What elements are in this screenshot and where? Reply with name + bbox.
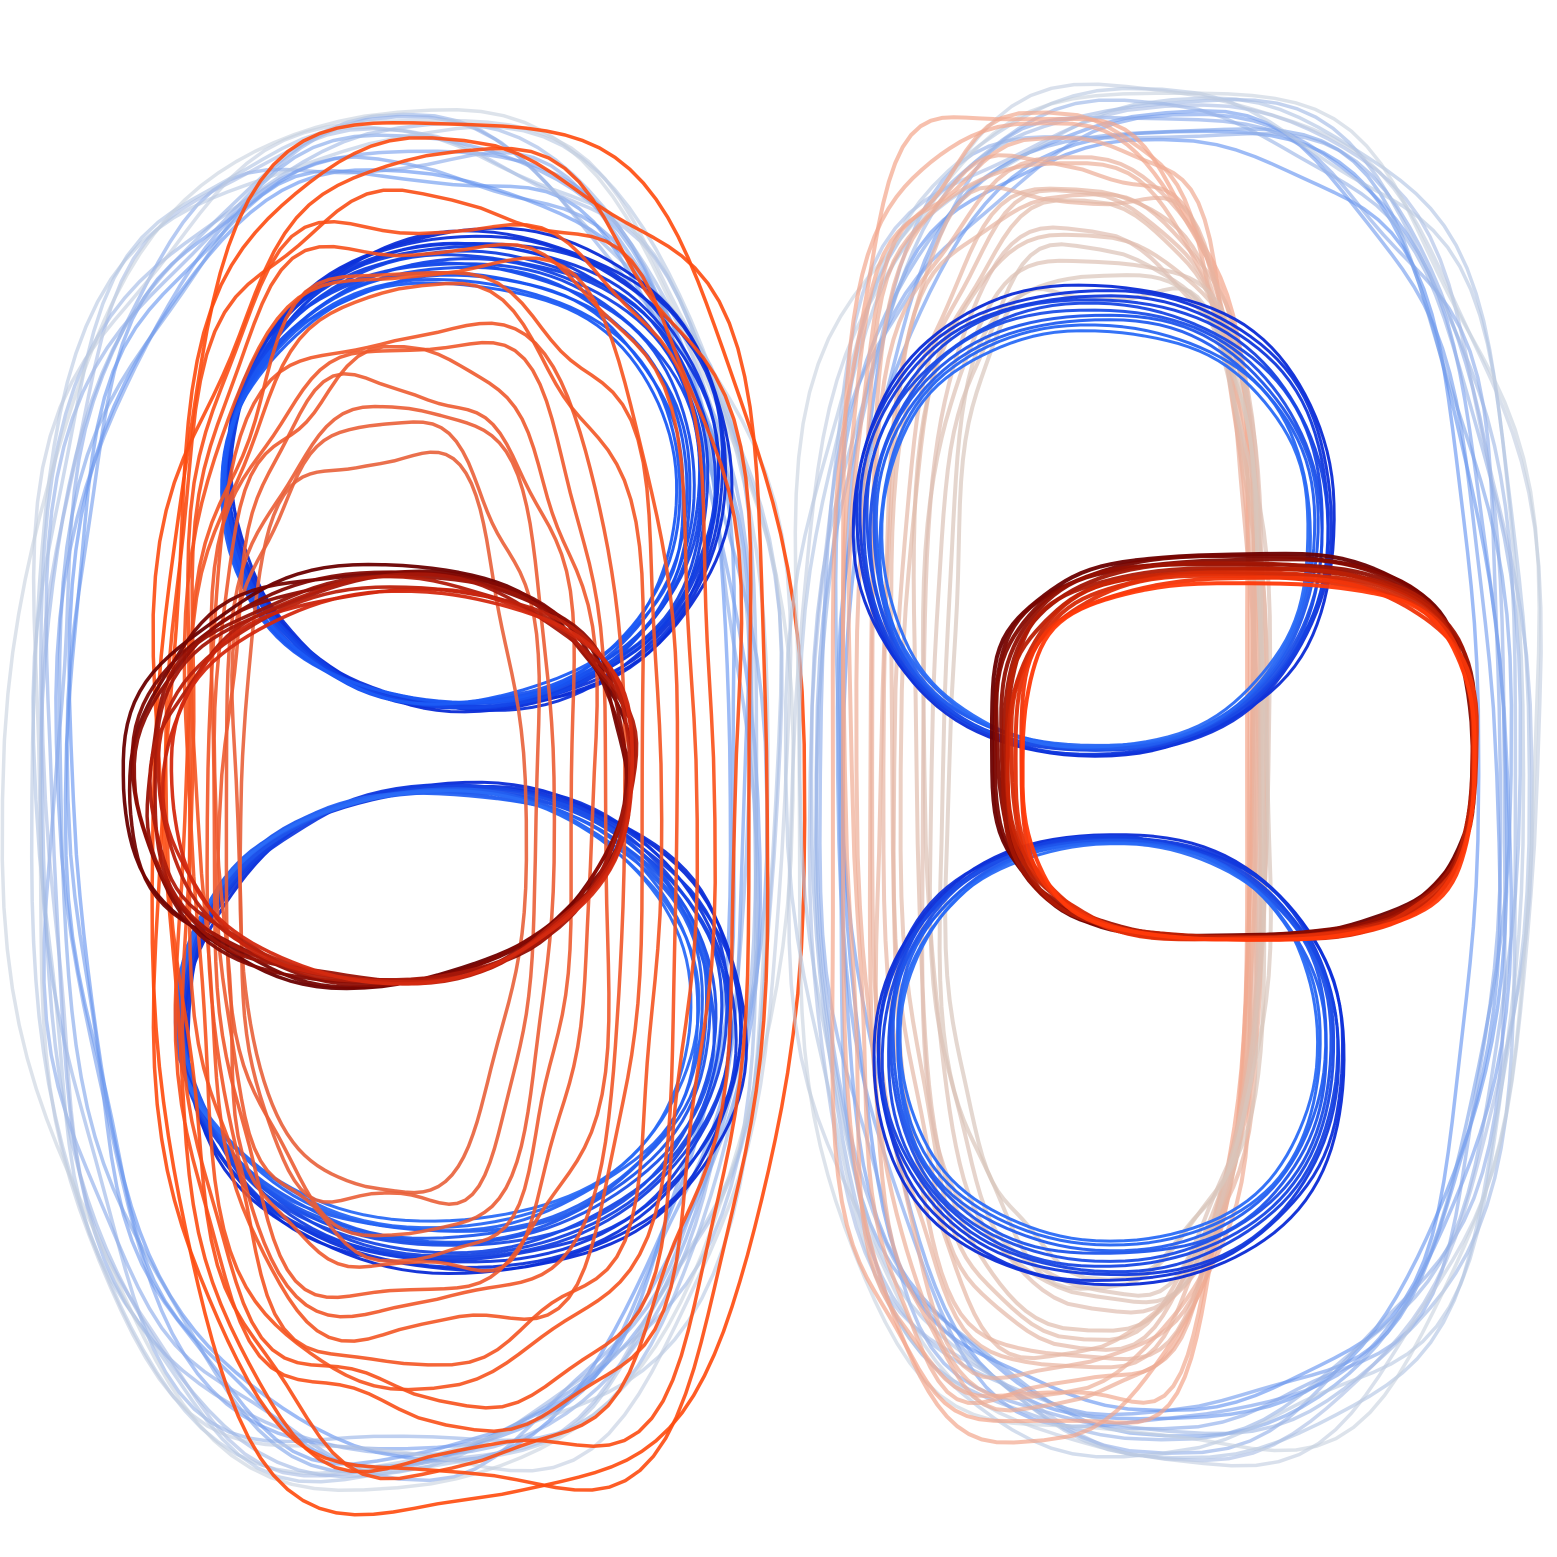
orange-contour xyxy=(205,321,627,1319)
outer-blue-contour xyxy=(818,115,1503,1431)
outer-blue-contour xyxy=(839,112,1514,1429)
orange-contour xyxy=(238,450,529,1195)
blue-figure-eight-lower xyxy=(880,834,1340,1274)
outer-blue-contour xyxy=(787,82,1543,1468)
salmon-contour xyxy=(840,110,1259,1405)
salmon-contour xyxy=(911,232,1263,1333)
salmon-contour xyxy=(846,135,1253,1405)
blue-upper-ring-contour xyxy=(220,281,679,706)
outer-blue-contour xyxy=(793,91,1541,1453)
blue-figure-eight-upper xyxy=(858,294,1330,756)
orange-contour xyxy=(173,219,717,1433)
orange-contour xyxy=(212,344,599,1273)
outer-blue-contour xyxy=(31,118,793,1473)
salmon-contour xyxy=(854,153,1258,1413)
orange-contour xyxy=(187,270,664,1367)
blue-figure-eight-lower xyxy=(898,842,1320,1243)
outer-blue-contour xyxy=(40,126,784,1478)
salmon-contour xyxy=(870,155,1264,1381)
blue-figure-eight-upper xyxy=(865,301,1324,752)
blue-figure-eight-lower xyxy=(872,833,1346,1287)
outer-blue-contour xyxy=(813,98,1523,1442)
salmon-contour xyxy=(943,286,1273,1282)
salmon-contour xyxy=(937,273,1267,1291)
orange-contour xyxy=(215,372,576,1263)
blue-figure-eight-upper xyxy=(878,323,1312,747)
blue-figure-eight-lower xyxy=(877,836,1341,1277)
outer-blue-contour xyxy=(65,155,751,1466)
dark-red-core-contour xyxy=(999,562,1477,941)
outer-blue-contour xyxy=(783,86,1526,1459)
blue-figure-eight-upper xyxy=(880,329,1310,749)
salmon-contour xyxy=(920,225,1264,1315)
orange-contour xyxy=(224,404,557,1238)
orange-contour xyxy=(230,420,541,1206)
salmon-contour xyxy=(927,242,1273,1298)
right-panel xyxy=(783,82,1543,1468)
salmon-contour xyxy=(920,258,1265,1305)
blue-figure-eight-lower xyxy=(896,841,1322,1247)
orange-contour xyxy=(189,281,646,1343)
dark-red-core-contour xyxy=(1020,581,1477,942)
dark-red-core-contour xyxy=(169,589,635,986)
left-panel xyxy=(0,107,807,1517)
salmon-contour xyxy=(873,185,1259,1370)
salmon-contour xyxy=(881,192,1258,1362)
salmon-contour xyxy=(830,115,1250,1425)
dark-red-core-contour xyxy=(1013,573,1476,942)
